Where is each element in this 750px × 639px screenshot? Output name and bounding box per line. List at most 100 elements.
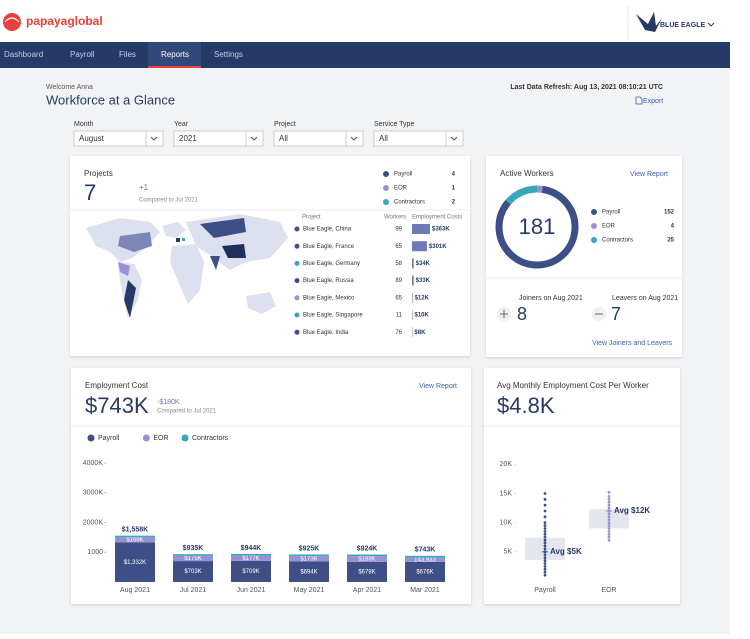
point [544,574,547,577]
total-label: $935K [183,545,204,552]
logo-text: papayaglobal [26,14,103,28]
column-header: Workers [384,215,406,221]
welcome: Welcome Anna [46,84,93,91]
legend-label: EOR [394,186,408,192]
select-value: 2021 [179,134,197,143]
data-label: $169K [126,537,143,543]
legend-label: Contractors [394,200,425,206]
change: +1 [139,183,149,192]
point [608,504,611,507]
company-name: BLUE EAGLE [660,22,705,29]
legend-label: EOR [153,435,168,442]
bar-segment [173,554,213,556]
bar-segment [347,555,387,557]
select-value: All [279,134,288,143]
workers: 89 [395,278,402,284]
cost-label: $12K [415,295,430,301]
compared: Compared to Jul 2021 [157,409,217,415]
filter-label: Year [174,121,189,128]
donut-total: 181 [519,214,556,239]
data-label: $678K [358,569,375,575]
point [544,545,547,548]
data-label: $177K [242,556,259,562]
row-dot [295,278,300,283]
point [544,568,547,571]
point [608,530,611,533]
legend-label: Contractors [602,238,633,244]
point [608,491,611,494]
x-tick-label: Payroll [534,587,556,594]
project-name: Blue Eagle, Mexico [303,295,355,301]
y-tick-label: 10K [500,520,513,527]
project-name: Blue Eagle, China [303,227,352,233]
legend-dot [383,199,389,205]
nav-item[interactable]: Files [119,50,136,59]
y-tick-label: 5K [503,549,512,556]
cost-label: $33K [416,278,431,284]
total-label: $944K [241,545,262,552]
workers: 76 [395,330,402,336]
y-tick-label: 2000K [83,519,104,526]
link[interactable]: View Joiners and Leavers [592,340,673,347]
legend-value: 152 [664,210,675,216]
avg-label: Avg $12K [614,506,650,515]
bar-segment [405,556,445,558]
legend-dot [383,171,389,177]
nav-item[interactable]: Dashboard [4,50,43,59]
bar-segment [289,554,329,556]
x-tick-label: Jul 2021 [180,587,207,594]
workers: 11 [396,313,403,319]
link[interactable]: View Report [419,383,457,390]
legend-dot [591,209,597,215]
point [544,515,547,518]
legend-dot [383,185,389,191]
y-tick-label: 1000 [87,549,103,556]
kpi: $743K [85,393,149,418]
data-label: $188K [358,557,375,563]
card-title: Active Workers [500,169,554,178]
point [544,542,547,545]
total-label: $925K [299,545,320,552]
nav-item[interactable]: Payroll [70,50,95,59]
point [608,513,611,516]
joiners-label: Joiners on Aug 2021 [519,295,583,302]
workers: 65 [395,295,402,301]
legend-dot [591,223,597,229]
x-tick-label: May 2021 [294,587,325,594]
point [608,524,611,527]
data-label: $676K [416,570,433,576]
point [544,553,547,556]
nav-item[interactable]: Settings [214,50,243,59]
legend-label: Payroll [602,210,620,216]
select-value: August [79,134,105,143]
cost-label: $10K [414,313,429,319]
nav-item[interactable]: Reports [161,50,189,59]
card-title: Projects [84,169,113,178]
joiners: 8 [517,304,527,324]
point [544,530,547,533]
leavers: 7 [611,304,621,324]
legend-label: Payroll [394,172,412,178]
data-label: $1,332K [124,560,146,566]
export-link[interactable]: Export [643,98,663,105]
point [544,562,547,565]
bar-segment [115,536,155,538]
point [608,507,611,510]
workers: 65 [395,244,402,250]
card-title: Employment Cost [85,381,149,390]
project-name: Blue Eagle, Singapore [303,313,363,319]
nav-underline [148,66,201,68]
legend-dot [143,435,150,442]
bar-segment [231,554,271,556]
filter-label: Month [74,121,94,128]
select-value: All [379,134,388,143]
point [608,501,611,504]
data-label: $173K [300,556,317,562]
point [608,527,611,530]
x-tick-label: Aug 2021 [120,587,150,594]
cost-bar [412,276,414,286]
change: -$180K [157,399,180,406]
link[interactable]: View Report [630,171,668,178]
nav-bar [0,42,730,68]
